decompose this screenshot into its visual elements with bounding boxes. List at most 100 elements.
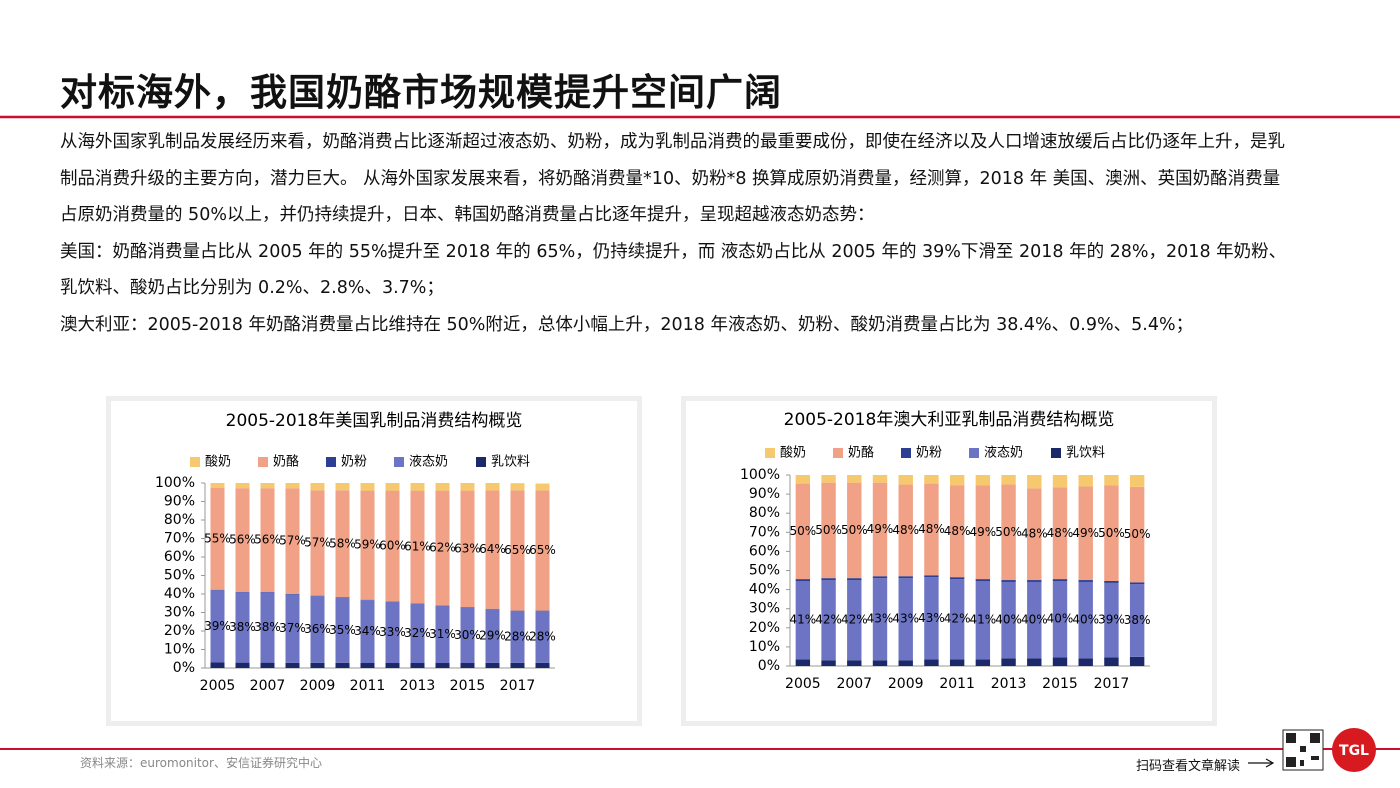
- data-label: 28%: [504, 629, 531, 643]
- legend-swatch: [833, 448, 843, 458]
- bar-segment: [335, 597, 350, 599]
- data-label: 48%: [918, 522, 945, 536]
- data-label: 48%: [892, 523, 919, 537]
- legend-swatch: [190, 457, 200, 467]
- legend-label: 奶酪: [848, 445, 874, 461]
- data-label: 39%: [1098, 613, 1125, 627]
- bar-segment: [535, 490, 550, 611]
- legend-swatch: [901, 448, 911, 458]
- bar-segment: [1027, 475, 1042, 489]
- data-label: 50%: [790, 524, 817, 538]
- data-label: 43%: [867, 612, 894, 626]
- legend-label: 奶粉: [341, 455, 367, 470]
- y-tick-label: 60%: [164, 549, 195, 565]
- data-label: 61%: [404, 540, 431, 554]
- bar-segment: [360, 600, 375, 664]
- bar-segment: [1001, 580, 1016, 582]
- bar-segment: [435, 605, 450, 664]
- bar-segment: [872, 482, 888, 577]
- bar-segment: [1129, 582, 1145, 585]
- bar-segment: [1052, 487, 1068, 580]
- bar-segment: [510, 662, 525, 668]
- data-label: 50%: [841, 523, 868, 537]
- logo-text: TGL: [1339, 743, 1369, 759]
- bar-segment: [1027, 658, 1042, 666]
- body-text: 从海外国家乳制品发展经历来看，奶酪消费占比逐渐超过液态奶、奶粉，成为乳制品消费的…: [60, 124, 1288, 343]
- bar-segment: [821, 482, 836, 579]
- data-label: 48%: [1021, 527, 1048, 541]
- bar-segment: [310, 596, 325, 663]
- bar-segment: [1052, 579, 1068, 582]
- bar-segment: [975, 475, 991, 486]
- bar-segment: [821, 580, 836, 661]
- legend-swatch: [1051, 448, 1061, 458]
- bar-segment: [1001, 658, 1016, 666]
- bar-segment: [285, 593, 300, 595]
- x-tick-label: 2005: [200, 678, 236, 694]
- bar-segment: [460, 483, 475, 491]
- bar-segment: [435, 663, 450, 668]
- bar-segment: [1129, 486, 1145, 583]
- y-tick-label: 20%: [164, 623, 195, 639]
- data-label: 55%: [204, 531, 231, 545]
- bar-segment: [847, 660, 862, 666]
- bar-segment: [435, 483, 450, 491]
- bar-segment: [460, 663, 475, 668]
- bar-segment: [949, 579, 965, 660]
- bar-segment: [310, 483, 325, 491]
- data-label: 41%: [970, 613, 997, 627]
- x-tick-label: 2005: [785, 676, 821, 692]
- bar-segment: [485, 490, 500, 609]
- bar-segment: [924, 483, 939, 576]
- bar-segment: [260, 483, 275, 489]
- bar-segment: [847, 475, 862, 483]
- bar-segment: [847, 580, 862, 661]
- legend-swatch: [326, 457, 336, 467]
- bar-segment: [1078, 475, 1093, 487]
- bar-segment: [260, 592, 275, 663]
- paragraph: 澳大利亚：2005-2018 年奶酪消费量占比维持在 50%附近，总体小幅上升，…: [60, 314, 1194, 335]
- bar-segment: [795, 483, 811, 580]
- x-tick-label: 2017: [1094, 676, 1130, 692]
- bar-segment: [1052, 475, 1068, 488]
- bar-segment: [310, 662, 325, 668]
- bar-segment: [1104, 657, 1119, 666]
- bar-segment: [924, 475, 939, 484]
- y-tick-label: 10%: [164, 642, 195, 658]
- y-tick-label: 60%: [749, 543, 780, 559]
- data-label: 65%: [529, 543, 556, 557]
- bar-segment: [335, 662, 350, 668]
- data-label: 65%: [504, 543, 531, 557]
- bar-segment: [535, 662, 550, 668]
- bar-segment: [872, 578, 888, 661]
- data-label: 50%: [995, 525, 1022, 539]
- data-label: 37%: [279, 621, 306, 635]
- data-label: 57%: [304, 535, 331, 549]
- data-label: 63%: [454, 541, 481, 555]
- bar-segment: [795, 579, 811, 582]
- bar-segment: [285, 483, 300, 489]
- bar-segment: [1027, 488, 1042, 581]
- bar-segment: [821, 475, 836, 483]
- legend-label: 乳饮料: [1066, 446, 1105, 461]
- x-tick-label: 2007: [836, 676, 872, 692]
- data-label: 49%: [970, 525, 997, 539]
- legend-swatch: [969, 448, 979, 458]
- bar-segment: [898, 484, 913, 577]
- data-label: 48%: [944, 524, 971, 538]
- bar-segment: [1027, 581, 1042, 659]
- data-label: 48%: [1047, 526, 1074, 540]
- slide-title: 对标海外，我国奶酪市场规模提升空间广阔: [60, 71, 782, 114]
- bar-segment: [410, 483, 425, 491]
- bar-segment: [235, 591, 250, 593]
- data-label: 40%: [1047, 612, 1074, 626]
- y-tick-label: 10%: [749, 639, 780, 655]
- qr-code: [1282, 729, 1324, 771]
- bar-segment: [235, 488, 250, 592]
- bar-segment: [485, 609, 500, 663]
- chart-title: 2005-2018年美国乳制品消费结构概览: [226, 411, 523, 431]
- x-tick-label: 2009: [888, 676, 924, 692]
- bar-segment: [872, 475, 888, 483]
